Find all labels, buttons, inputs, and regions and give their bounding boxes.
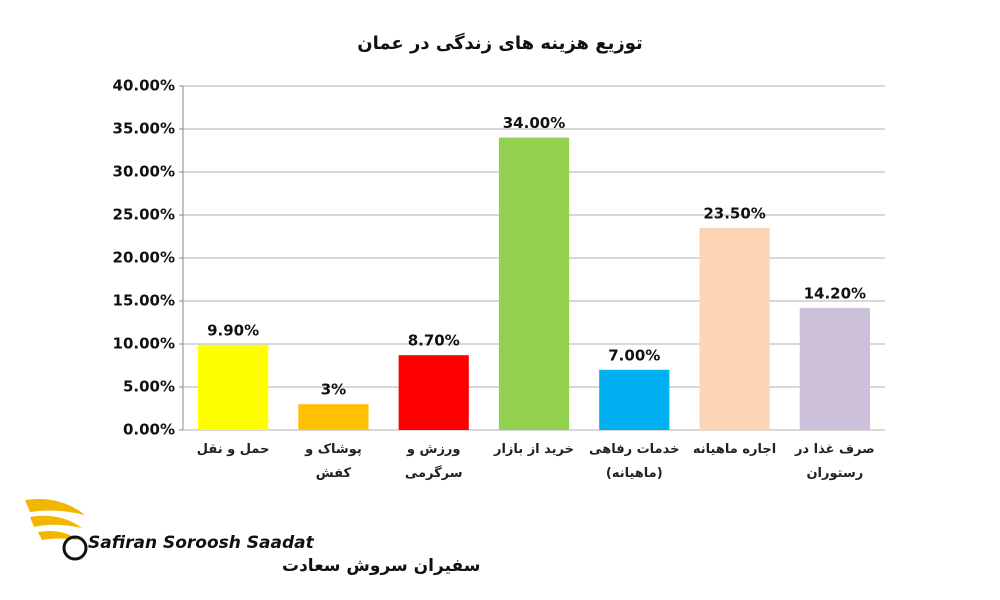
y-tick-label: 0.00%	[123, 421, 175, 439]
x-tick-label: صرف غذا در رستوران	[794, 442, 875, 481]
y-tick-label: 35.00%	[113, 120, 175, 138]
y-tick-label: 25.00%	[113, 206, 175, 224]
logo: Safiran Soroosh Saadat سفیران سروش سعادت	[25, 499, 480, 576]
logo-wing	[25, 499, 85, 540]
bar	[498, 137, 570, 430]
logo-persian: سفیران سروش سعادت	[282, 556, 480, 576]
x-tick-label: خرید از بازار	[493, 442, 575, 457]
bar	[699, 227, 770, 430]
value-label: 8.70%	[408, 332, 460, 350]
y-tick-label: 15.00%	[113, 292, 175, 310]
value-label: 34.00%	[503, 114, 565, 132]
logo-latin: Safiran Soroosh Saadat	[88, 533, 315, 553]
bar	[599, 369, 670, 430]
bar	[398, 355, 469, 430]
bar	[298, 404, 369, 430]
bar	[799, 307, 870, 430]
y-tick-label: 30.00%	[113, 163, 175, 181]
y-tick-label: 5.00%	[123, 378, 175, 396]
value-label: 7.00%	[608, 346, 660, 364]
y-tick-label: 10.00%	[113, 335, 175, 353]
x-tick-label: حمل و نقل	[196, 442, 270, 457]
x-tick-label: پوشاک و کفش	[305, 442, 362, 481]
logo-ring	[62, 535, 88, 561]
y-tick-label: 20.00%	[113, 249, 175, 267]
value-label: 9.90%	[207, 321, 259, 339]
y-tick-label: 40.00%	[113, 77, 175, 95]
value-label: 23.50%	[703, 204, 765, 222]
value-label: 14.20%	[804, 284, 866, 302]
bar	[198, 344, 269, 430]
value-label: 3%	[321, 381, 346, 399]
chart-title: توزیع هزینه های زندگی در عمان	[357, 32, 643, 54]
x-tick-label: خدمات رفاهی (ماهیانه)	[589, 442, 680, 481]
x-tick-label: اجاره ماهیانه	[692, 442, 777, 457]
x-tick-label: ورزش و سرگرمی	[404, 442, 463, 481]
